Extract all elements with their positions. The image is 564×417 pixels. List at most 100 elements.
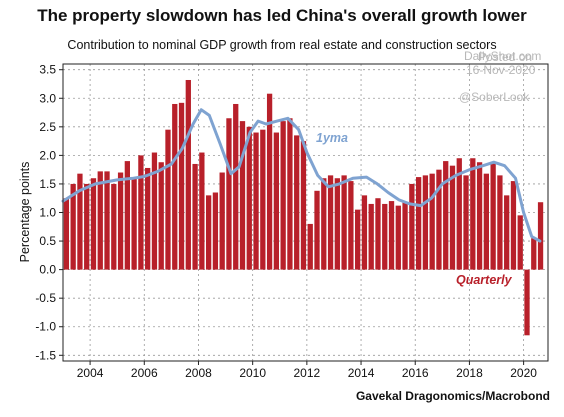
bar [280,121,286,270]
watermark-site: DailyShot.com [464,49,541,63]
chart-subtitle: Contribution to nominal GDP growth from … [67,38,497,52]
bar [205,195,212,270]
bar [429,173,435,270]
bar [185,79,191,270]
bar [212,192,219,270]
bar [273,132,280,270]
bar [504,195,510,270]
bar [449,165,456,270]
bar [84,183,90,270]
bar [294,135,300,270]
bar [145,167,151,270]
bar [476,162,483,270]
moving-average-line [61,108,542,243]
bar [327,175,334,270]
bar [131,177,137,270]
bar [341,175,347,270]
bar [233,103,239,270]
y-tick-label: 3.5 [39,63,56,77]
y-tick-label: 1.0 [39,206,56,220]
bar [192,163,198,270]
bar-series [63,79,544,336]
bar [70,183,76,270]
x-axis-ticks: 2004 2006 2008 2010 2012 2014 2016 2018 2020 [77,361,537,380]
x-tick-label: 2004 [77,366,104,380]
bar [388,201,395,270]
x-tick-label: 2014 [348,366,375,380]
bar [415,177,422,270]
x-tick-label: 2016 [402,366,429,380]
bar [151,152,158,270]
bar [226,118,232,270]
bar [178,102,185,270]
bar [355,209,361,270]
y-axis-ticks: 3.5 3.0 2.5 2.0 1.5 1.0 0.5 0.0 -0.5 -1.0 -1.5 [35,63,63,362]
bar [97,171,103,270]
bar [90,178,97,270]
bar [158,162,164,270]
bar [490,162,496,270]
bar [260,129,266,270]
bar [368,203,374,270]
bar [77,173,83,270]
x-tick-label: 2008 [185,366,212,380]
watermark-date: 16-Nov-2020 [466,63,536,77]
y-tick-label: 2.0 [39,148,56,162]
bar [334,178,340,270]
bar [266,93,273,270]
x-tick-label: 2012 [294,366,321,380]
bar [314,190,320,270]
bar [531,238,537,270]
source-note: Gavekal Dragonomics/Macrobond [356,389,550,403]
y-tick-label: -1.0 [35,320,56,334]
bar [524,269,530,336]
y-tick-label: 1.5 [39,177,56,191]
bar [117,172,124,270]
line-series-label: 1yma [316,131,348,145]
bar [239,121,246,270]
x-tick-label: 2010 [239,366,266,380]
bar [300,141,307,270]
watermark-handle: @SoberLook [459,90,530,104]
bar [443,161,449,270]
chart-title: The property slowdown has led China's ov… [37,6,527,25]
x-tick-label: 2018 [456,366,483,380]
bar [395,205,401,270]
bar [497,175,503,270]
bar [165,129,171,270]
bar [436,169,442,270]
y-tick-label: 3.0 [39,91,56,105]
bar [409,183,415,270]
bar [104,171,110,270]
bar [537,202,544,270]
bar [111,183,117,270]
bar [382,203,388,270]
y-tick-label: -1.5 [35,348,56,362]
bar [219,172,225,270]
x-tick-label: 2006 [131,366,158,380]
bar [456,158,462,270]
gridlines [63,64,548,361]
y-tick-label: 0.0 [39,263,56,277]
bar [138,155,144,270]
bar [517,215,523,270]
bar [402,202,408,270]
bar [63,198,70,270]
bar [246,126,252,270]
bar [422,175,429,270]
bar [463,175,469,270]
watermark-posted: Posted on [478,50,532,64]
y-axis-label: Percentage points [18,162,32,263]
bar [307,223,313,270]
bar-series-label: Quarterly [456,273,513,287]
y-tick-label: -0.5 [35,291,56,305]
bar [287,118,293,270]
bar [470,158,476,270]
y-tick-label: 2.5 [39,120,56,134]
bar [510,181,517,270]
bar [361,195,368,270]
bar [253,132,259,270]
bar [348,181,354,270]
y-tick-label: 0.5 [39,234,56,248]
